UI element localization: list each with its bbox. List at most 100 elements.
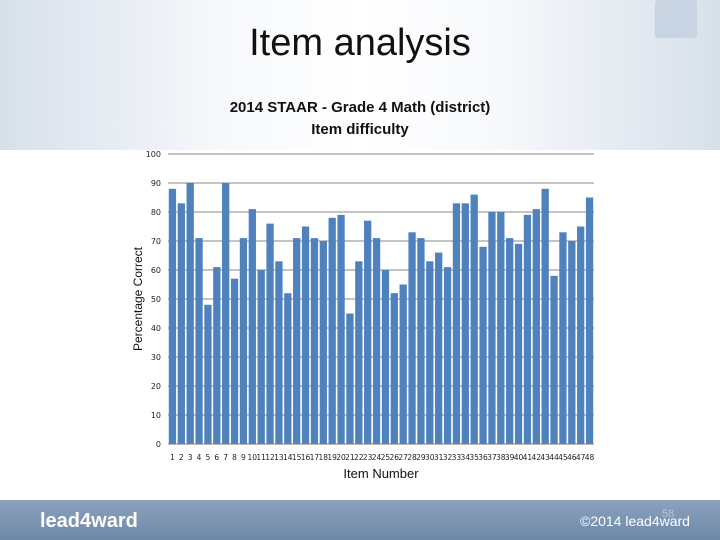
x-tick-label: 13: [274, 453, 284, 462]
bar: [541, 188, 549, 444]
x-tick-label: 3: [188, 453, 193, 462]
bar: [346, 313, 354, 444]
y-tick-label: 30: [151, 353, 161, 362]
x-tick-label: 26: [390, 453, 400, 462]
y-tick-label: 60: [151, 266, 161, 275]
x-tick-label: 19: [327, 453, 337, 462]
bar: [239, 238, 248, 444]
x-tick-label: 21: [345, 453, 355, 462]
x-tick-label: 44: [549, 453, 559, 462]
bar: [532, 209, 540, 444]
bar: [328, 217, 336, 444]
x-tick-label: 16: [301, 453, 311, 462]
bar: [559, 232, 567, 444]
chart-title: 2014 STAAR - Grade 4 Math (district): [229, 99, 491, 116]
bar: [168, 188, 177, 444]
bar: [355, 261, 363, 444]
x-tick-label: 25: [381, 453, 391, 462]
x-tick-label: 42: [532, 453, 542, 462]
x-tick-label: 22: [354, 453, 364, 462]
y-tick-label: 0: [156, 440, 161, 449]
bar: [372, 238, 381, 444]
x-tick-label: 8: [232, 453, 237, 462]
bar: [568, 241, 576, 444]
x-tick-label: 11: [256, 453, 266, 462]
bar: [488, 212, 496, 444]
bar: [319, 241, 327, 444]
y-tick-label: 70: [151, 237, 161, 246]
bar: [266, 223, 274, 444]
x-tick-label: 5: [206, 453, 211, 462]
x-tick-label: 32: [443, 453, 453, 462]
y-tick-label: 90: [151, 179, 161, 188]
y-axis-label: Percentage Correct: [131, 246, 145, 351]
bar: [399, 284, 407, 444]
bar: [461, 203, 469, 444]
x-tick-label: 12: [265, 453, 275, 462]
x-tick-label: 24: [372, 453, 382, 462]
x-tick-label: 7: [223, 453, 228, 462]
y-tick-label: 100: [146, 150, 161, 159]
bar: [284, 293, 292, 444]
x-tick-label: 28: [407, 453, 417, 462]
bar: [230, 278, 239, 444]
bar: [186, 183, 194, 444]
x-tick-label: 27: [398, 453, 408, 462]
x-axis-label: Item Number: [343, 466, 419, 481]
x-tick-label: 31: [434, 453, 444, 462]
x-tick-label: 43: [540, 453, 550, 462]
y-tick-label: 10: [151, 411, 161, 420]
x-tick-label: 10: [248, 453, 258, 462]
x-tick-label: 47: [576, 453, 586, 462]
chart-title-block: 2014 STAAR - Grade 4 Math (district) Ite…: [160, 97, 560, 141]
bar: [310, 238, 319, 444]
x-tick-label: 20: [336, 453, 346, 462]
footer-bar: lead4ward 58 ©2014 lead4ward: [0, 500, 720, 540]
bar: [213, 267, 221, 444]
bar: [337, 214, 345, 444]
x-tick-label: 6: [214, 453, 219, 462]
bar: [248, 209, 256, 444]
x-tick-label: 48: [585, 453, 595, 462]
y-tick-labels: 0 10 20 30 40 50 60 70 80 90 100: [146, 150, 161, 449]
bar: [257, 270, 265, 444]
x-tick-label: 46: [567, 453, 577, 462]
x-tick-label: 36: [478, 453, 488, 462]
x-tick-label: 35: [469, 453, 479, 462]
gridlines: [168, 153, 594, 416]
x-tick-label: 40: [514, 453, 524, 462]
x-tick-label: 23: [363, 453, 373, 462]
x-tick-label: 29: [416, 453, 426, 462]
x-tick-label: 15: [292, 453, 302, 462]
bar: [222, 183, 230, 444]
bar: [177, 203, 185, 444]
x-tick-label: 1: [170, 453, 175, 462]
bar: [204, 304, 212, 444]
chart-subtitle: Item difficulty: [311, 121, 409, 138]
bar: [275, 261, 283, 444]
corner-decoration: [655, 0, 697, 38]
bar: [435, 252, 443, 444]
bar: [301, 226, 310, 444]
x-tick-label: 34: [461, 453, 471, 462]
bar: [381, 270, 390, 444]
x-tick-label: 38: [496, 453, 506, 462]
bar: [390, 293, 398, 444]
bar: [426, 261, 434, 444]
x-tick-labels: 1 2 3 4 5 6 7 8 9 10 11 12 13 14 15 16 17 18 19 20 21 22 23 24 2…: [170, 453, 595, 462]
x-tick-label: 30: [425, 453, 435, 462]
x-tick-label: 4: [197, 453, 202, 462]
bar: [443, 267, 452, 444]
x-tick-label: 14: [283, 453, 293, 462]
bar: [479, 246, 487, 444]
y-tick-label: 20: [151, 382, 161, 391]
bar: [364, 220, 372, 444]
bar: [470, 194, 478, 444]
x-tick-label: 2: [179, 453, 184, 462]
bar: [293, 238, 301, 444]
page-number: 58: [662, 508, 675, 520]
bar: [497, 212, 505, 444]
x-tick-label: 45: [558, 453, 568, 462]
header-background: [0, 0, 720, 150]
